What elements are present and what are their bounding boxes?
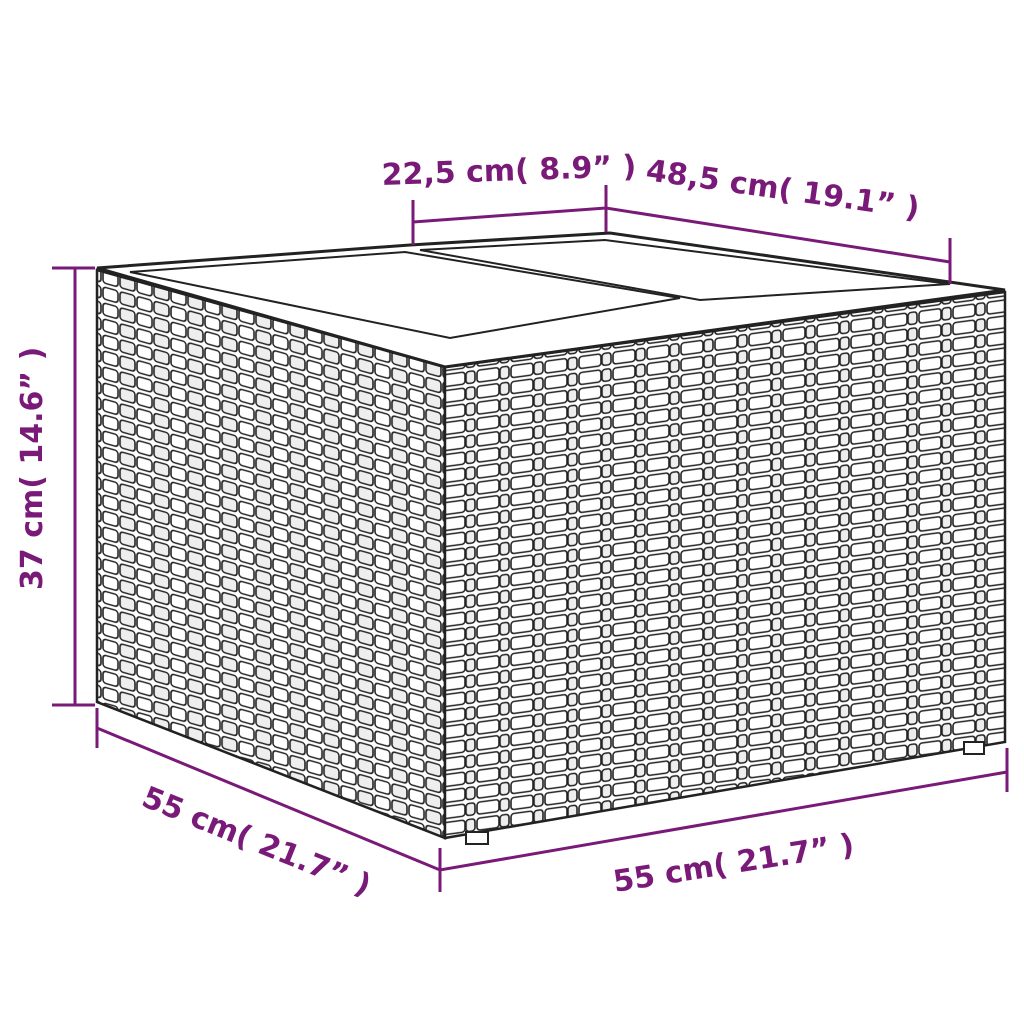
left-face-wicker xyxy=(95,268,447,840)
width-label: 55 cm( 21.7” ) xyxy=(611,827,857,900)
top-width-label: 48,5 cm( 19.1” ) xyxy=(644,153,922,226)
top-panel-depth-label: 22,5 cm( 8.9” ) xyxy=(381,149,637,193)
foot xyxy=(963,741,985,755)
front-face-wicker xyxy=(443,290,1007,840)
dimension-lines xyxy=(52,185,1009,892)
depth-label: 55 cm( 21.7” ) xyxy=(137,780,376,904)
foot xyxy=(465,831,489,845)
glass-panel-left xyxy=(129,250,681,340)
height-label: 37 cm( 14.6” ) xyxy=(15,347,50,590)
